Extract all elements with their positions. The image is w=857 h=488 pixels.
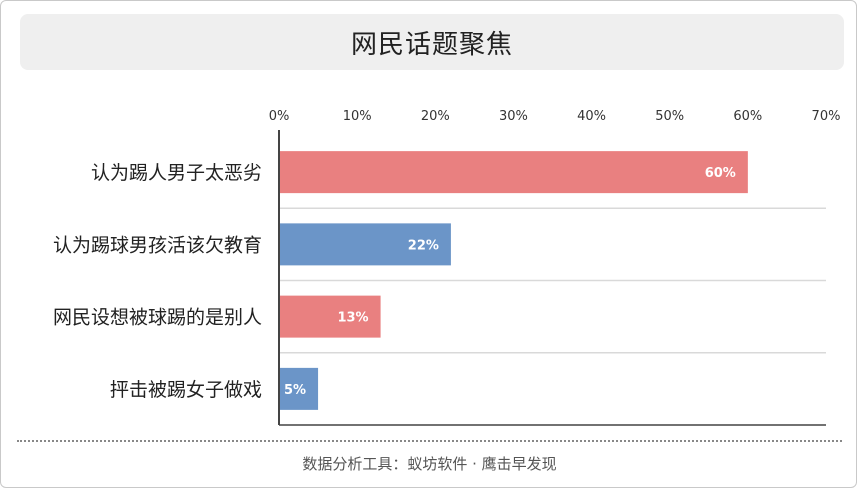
tick-label: 70% bbox=[812, 109, 841, 124]
tick-label: 40% bbox=[577, 109, 606, 124]
title-banner: 网民话题聚焦 bbox=[20, 14, 844, 70]
tick-label: 0% bbox=[269, 109, 290, 124]
chart-title: 网民话题聚焦 bbox=[350, 29, 513, 60]
data-label: 22% bbox=[408, 238, 439, 253]
bar bbox=[279, 367, 319, 410]
data-label: 5% bbox=[284, 383, 306, 398]
data-label: 13% bbox=[337, 311, 368, 326]
data-label: 60% bbox=[705, 166, 736, 181]
bar bbox=[279, 295, 381, 338]
tick-label: 20% bbox=[421, 109, 450, 124]
bar-chart: 0% 10% 20% 30% 40% 50% 60% 70% 认为踢人男子太恶劣 60% 认为踢球男… bbox=[53, 109, 841, 426]
source-note: 数据分析工具：蚁坊软件 · 鹰击早发现 bbox=[302, 455, 557, 473]
footer-divider bbox=[17, 440, 842, 442]
tick-label: 30% bbox=[499, 109, 528, 124]
category-label: 认为踢球男孩活该欠教育 bbox=[53, 234, 262, 256]
bar bbox=[279, 223, 451, 266]
tick-label: 60% bbox=[733, 109, 762, 124]
category-label: 抨击被踢女子做戏 bbox=[110, 379, 262, 401]
tick-label: 10% bbox=[343, 109, 372, 124]
category-label: 认为踢人男子太恶劣 bbox=[91, 162, 262, 184]
tick-label: 50% bbox=[655, 109, 684, 124]
category-label: 网民设想被球踢的是别人 bbox=[53, 307, 262, 329]
bar bbox=[279, 151, 748, 194]
